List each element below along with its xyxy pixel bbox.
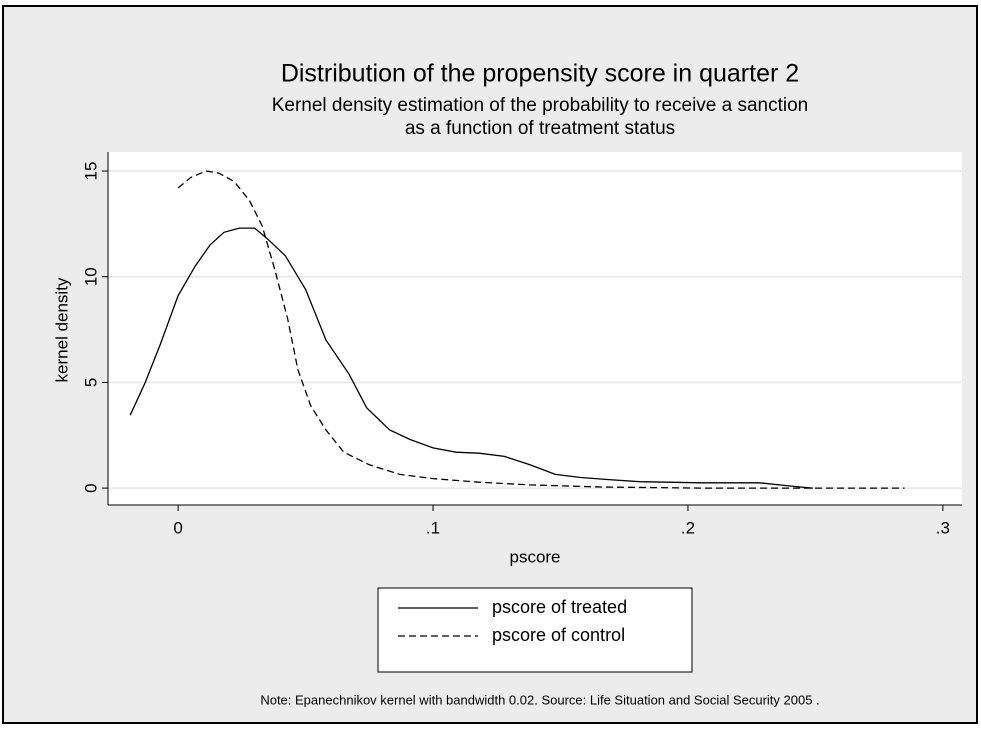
y-tick-label: 10 bbox=[81, 267, 100, 286]
legend bbox=[377, 587, 693, 673]
line bbox=[129, 227, 813, 489]
y-tick-label: 5 bbox=[81, 378, 100, 387]
line bbox=[177, 170, 905, 489]
x-tick-label: .2 bbox=[681, 518, 695, 537]
x-tick-label: .1 bbox=[426, 518, 440, 537]
x-axis-label: pscore bbox=[509, 547, 560, 566]
chart-subtitle: as a function of treatment status bbox=[405, 118, 675, 139]
legend-label: pscore of control bbox=[492, 625, 625, 645]
y-tick-label: 15 bbox=[81, 162, 100, 181]
y-tick-label: 0 bbox=[81, 483, 100, 492]
chart-title: Distribution of the propensity score in … bbox=[281, 60, 799, 88]
x-tick-label: .3 bbox=[936, 518, 950, 537]
legend-label: pscore of treated bbox=[492, 597, 627, 617]
note: Note: Epanechnikov kernel with bandwidth… bbox=[260, 692, 819, 707]
chart-subtitle: Kernel density estimation of the probabi… bbox=[272, 95, 809, 116]
plot-area bbox=[108, 152, 962, 505]
y-axis-label: kernel density bbox=[52, 277, 71, 382]
x-tick-label: 0 bbox=[173, 518, 182, 537]
